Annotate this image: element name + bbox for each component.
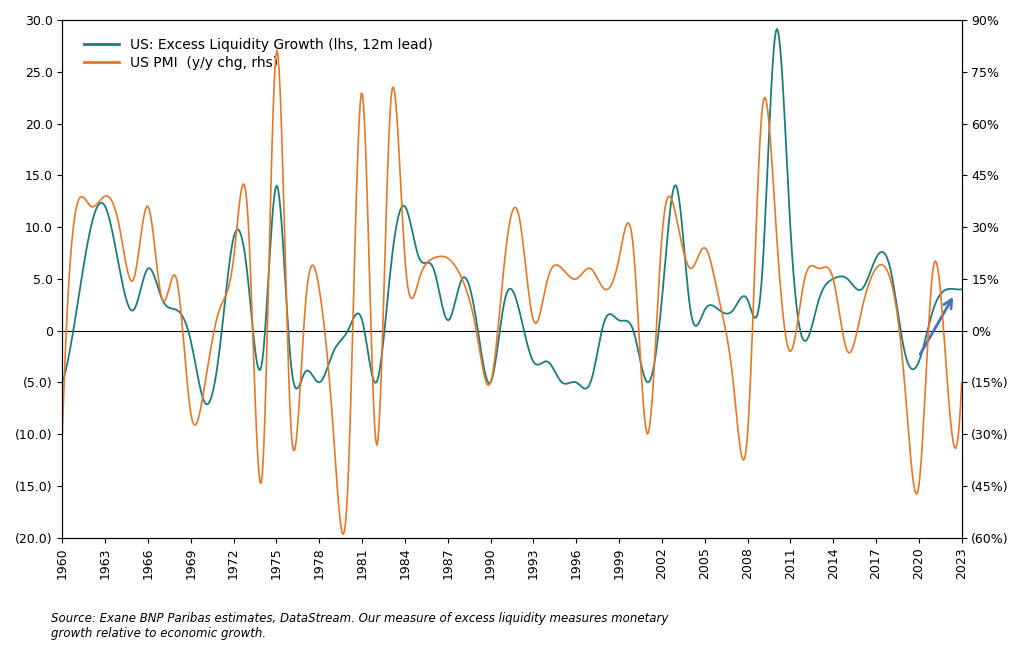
Legend: US: Excess Liquidity Growth (lhs, 12m lead), US PMI  (y/y chg, rhs): US: Excess Liquidity Growth (lhs, 12m le…	[78, 32, 438, 76]
Text: Source: Exane BNP Paribas estimates, DataStream. Our measure of excess liquidity: Source: Exane BNP Paribas estimates, Dat…	[51, 612, 669, 640]
